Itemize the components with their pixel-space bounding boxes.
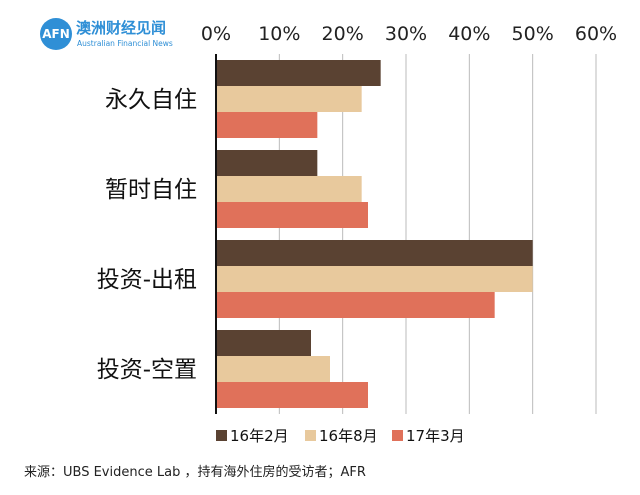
x-tick-label: 40% — [448, 23, 490, 45]
afn-logo: AFN 澳洲财经见闻 Australian Financial News — [40, 18, 173, 50]
bar — [216, 292, 495, 318]
legend-label: 16年8月 — [319, 427, 378, 445]
afn-logo-abbr: AFN — [42, 27, 70, 41]
source-note: 来源：UBS Evidence Lab ，持有海外住房的受访者；AFR — [24, 464, 366, 480]
x-tick-label: 20% — [322, 23, 364, 45]
x-tick-label: 60% — [575, 23, 617, 45]
bar — [216, 356, 330, 382]
bar — [216, 266, 533, 292]
bar — [216, 60, 381, 86]
x-tick-label: 50% — [512, 23, 554, 45]
legend-label: 16年2月 — [230, 427, 289, 445]
bar — [216, 330, 311, 356]
x-tick-label: 0% — [201, 23, 231, 45]
legend: 16年2月 16年8月 17年3月 — [216, 427, 465, 445]
legend-swatch — [305, 430, 316, 441]
bars — [216, 60, 533, 408]
legend-swatch — [392, 430, 403, 441]
category-label: 投资-出租 — [97, 267, 197, 293]
legend-label: 17年3月 — [406, 427, 465, 445]
bar — [216, 240, 533, 266]
bar — [216, 176, 362, 202]
category-label: 暂时自住 — [105, 177, 197, 203]
category-label: 投资-空置 — [97, 357, 197, 383]
bar — [216, 382, 368, 408]
legend-swatch — [216, 430, 227, 441]
category-label: 永久自住 — [105, 87, 197, 113]
bar — [216, 112, 318, 138]
afn-logo-icon — [40, 18, 72, 50]
bar — [216, 202, 368, 228]
bar — [216, 150, 318, 176]
x-tick-label: 10% — [258, 23, 300, 45]
bar — [216, 86, 362, 112]
x-axis-tick-labels: 0% 10% 20% 30% 40% 50% 60% — [201, 23, 617, 45]
afn-logo-name-cn: 澳洲财经见闻 — [76, 19, 166, 37]
afn-logo-name-en: Australian Financial News — [77, 39, 173, 48]
x-tick-label: 30% — [385, 23, 427, 45]
